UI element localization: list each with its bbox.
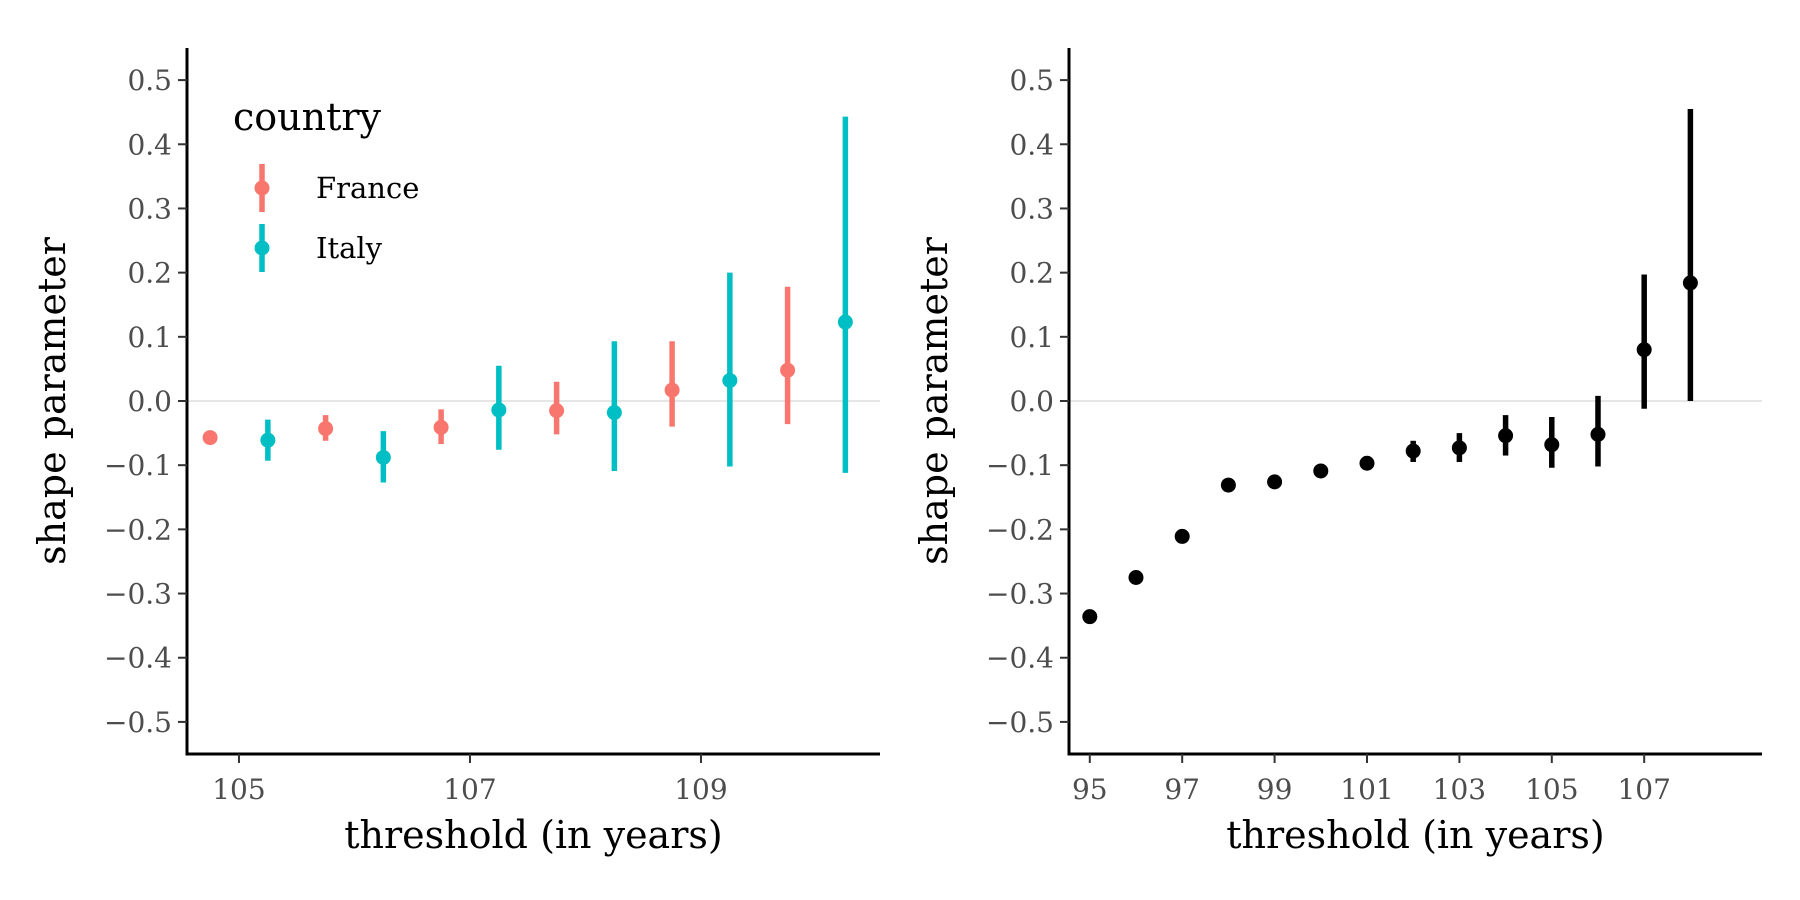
- y-tick-label: 0.3: [1009, 192, 1054, 225]
- data-point: [1220, 477, 1236, 493]
- data-point: [1451, 440, 1467, 456]
- data-point: [1682, 275, 1698, 291]
- data-point: [1359, 455, 1375, 471]
- legend-key-point: [254, 180, 270, 196]
- legend-label-italy: Italy: [316, 231, 383, 265]
- data-point: [1174, 528, 1190, 544]
- data-point: [606, 405, 622, 421]
- data-point: [780, 362, 796, 378]
- x-tick-label: 103: [1433, 773, 1486, 806]
- x-tick-label: 109: [674, 773, 727, 806]
- left-panel-chart: 0.5 0.4 0.3 0.2 0.1 0.0 −0.1 −0.2 −0.3 −0.4 −0.5 10…: [30, 48, 880, 857]
- y-tick-label: 0.3: [127, 192, 172, 225]
- data-point: [318, 421, 334, 437]
- data-point: [260, 432, 276, 448]
- y-tick-label: 0.5: [1009, 64, 1054, 97]
- y-tick-label: −0.5: [986, 706, 1054, 739]
- y-tick-label: 0.2: [1009, 257, 1054, 290]
- data-point: [1636, 342, 1652, 358]
- legend: country France Italy: [233, 95, 419, 272]
- x-tick-label: 97: [1164, 773, 1200, 806]
- y-tick-label: 0.0: [1009, 385, 1054, 418]
- data-point: [1544, 437, 1560, 453]
- y-tick-label: −0.4: [986, 642, 1054, 675]
- x-tick-label: 107: [443, 773, 496, 806]
- data-point: [837, 314, 853, 330]
- y-tick-label: −0.1: [986, 449, 1054, 482]
- y-tick-label: −0.3: [986, 578, 1054, 611]
- data-point: [549, 403, 565, 419]
- y-tick-label: 0.4: [127, 128, 172, 161]
- x-axis-title: threshold (in years): [344, 813, 722, 857]
- y-tick-label: 0.5: [127, 64, 172, 97]
- data-point: [1082, 609, 1098, 625]
- y-tick-label: −0.2: [986, 513, 1054, 546]
- x-axis-title: threshold (in years): [1226, 813, 1604, 857]
- data-point: [1128, 570, 1144, 585]
- right-panel-chart: 0.5 0.4 0.3 0.2 0.1 0.0 −0.1 −0.2 −0.3 −0.4 −0.5 95…: [912, 48, 1762, 857]
- data-point: [491, 402, 507, 418]
- y-tick-label: −0.2: [104, 513, 172, 546]
- y-tick-label: 0.1: [1009, 321, 1054, 354]
- x-tick-label: 107: [1617, 773, 1670, 806]
- y-tick-label: −0.5: [104, 706, 172, 739]
- data-point: [1267, 474, 1283, 490]
- legend-key-france: [254, 164, 270, 212]
- data-point: [202, 430, 218, 446]
- data-point: [722, 372, 738, 388]
- y-tick-label: 0.4: [1009, 128, 1054, 161]
- data-point: [1405, 443, 1421, 459]
- data-point: [664, 382, 680, 398]
- data-point: [1313, 463, 1329, 479]
- x-tick-label: 105: [212, 773, 265, 806]
- x-tick-label: 105: [1525, 773, 1578, 806]
- x-tick-label: 95: [1072, 773, 1108, 806]
- series-france: [202, 286, 796, 446]
- y-tick-label: −0.1: [104, 449, 172, 482]
- y-tick-label: 0.1: [127, 321, 172, 354]
- legend-label-france: France: [316, 171, 419, 205]
- y-tick-label: −0.4: [104, 642, 172, 675]
- y-axis-title: shape parameter: [30, 236, 74, 565]
- legend-key-point: [254, 240, 270, 256]
- data-point: [433, 419, 449, 435]
- data-point: [375, 449, 391, 465]
- series-italy: [260, 116, 853, 483]
- legend-key-italy: [254, 224, 270, 272]
- x-tick-label: 99: [1257, 773, 1293, 806]
- data-point: [1498, 428, 1514, 444]
- data-point: [1590, 426, 1606, 442]
- y-tick-label: −0.3: [104, 578, 172, 611]
- y-tick-label: 0.0: [127, 385, 172, 418]
- series-points: [1082, 108, 1698, 625]
- legend-title: country: [233, 95, 382, 139]
- x-tick-label: 101: [1340, 773, 1393, 806]
- y-axis-title: shape parameter: [912, 236, 956, 565]
- y-tick-label: 0.2: [127, 257, 172, 290]
